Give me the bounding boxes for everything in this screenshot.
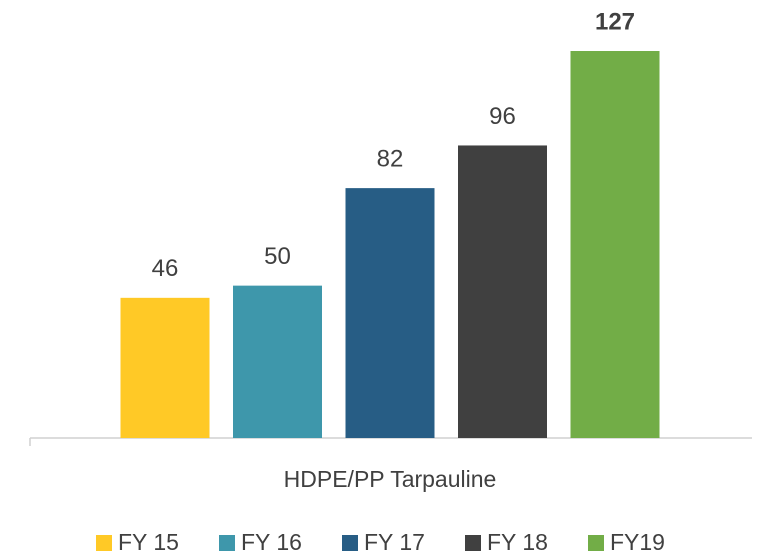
bar: [233, 285, 322, 438]
legend-label: FY 16: [241, 529, 302, 555]
legend-label: FY 18: [487, 529, 548, 555]
legend-swatch: [96, 535, 112, 551]
legend-label: FY 15: [118, 529, 179, 555]
value-label: 46: [152, 255, 179, 282]
bar: [120, 297, 210, 438]
bar: [458, 145, 547, 438]
value-label: 127: [595, 8, 635, 35]
legend-label: FY 17: [364, 529, 425, 555]
value-label: 50: [264, 243, 291, 270]
legend-label: FY19: [610, 529, 665, 555]
value-label: 96: [489, 103, 516, 130]
x-tick-label: HDPE/PP Tarpauline: [284, 466, 497, 492]
bar: [570, 51, 660, 438]
legend-swatch: [465, 535, 481, 551]
value-label: 82: [377, 145, 404, 172]
bar: [345, 188, 435, 438]
legend-swatch: [342, 535, 358, 551]
legend-swatch: [219, 535, 235, 551]
legend-swatch: [588, 535, 604, 551]
